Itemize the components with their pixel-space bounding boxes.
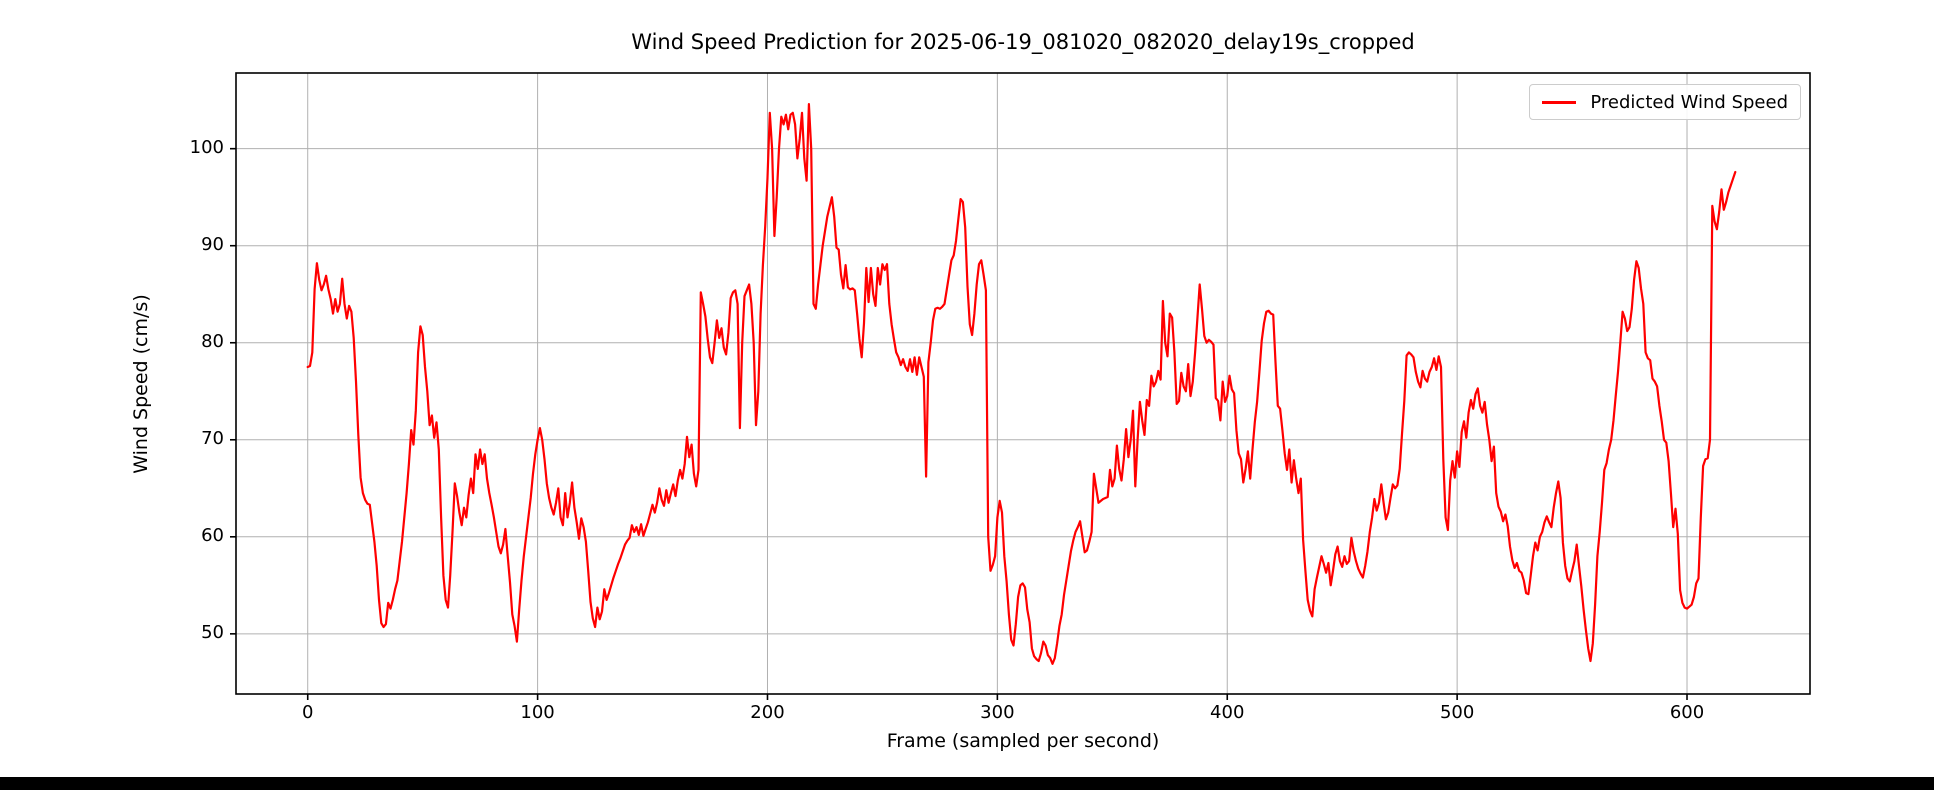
y-tick-label: 50 [201,621,224,643]
x-tick-label: 200 [750,702,785,723]
y-tick-label: 70 [201,427,224,449]
y-tick-label: 100 [189,136,224,158]
bottom-black-bar [0,777,1934,790]
legend-label: Predicted Wind Speed [1590,91,1788,113]
x-tick-label: 500 [1439,702,1475,723]
chart-title: Wind Speed Prediction for 2025-06-19_081… [631,30,1415,54]
y-tick-label: 90 [201,233,224,255]
x-tick-label: 300 [980,702,1015,723]
legend-line-swatch [1542,100,1577,104]
legend-box: Predicted Wind Speed [1529,84,1801,120]
plot-border [235,72,1811,695]
x-tick-label: 400 [1210,702,1245,723]
y-tick-label: 60 [201,524,224,546]
x-axis-label: Frame (sampled per second) [886,730,1160,752]
x-tick-label: 0 [301,702,314,723]
x-tick-label: 100 [520,702,555,723]
axis-tick-marks [230,147,1688,700]
grid-lines [236,73,1810,694]
x-tick-label: 600 [1669,702,1705,723]
predicted-wind-speed-line [306,102,1737,666]
y-tick-label: 80 [201,330,224,352]
